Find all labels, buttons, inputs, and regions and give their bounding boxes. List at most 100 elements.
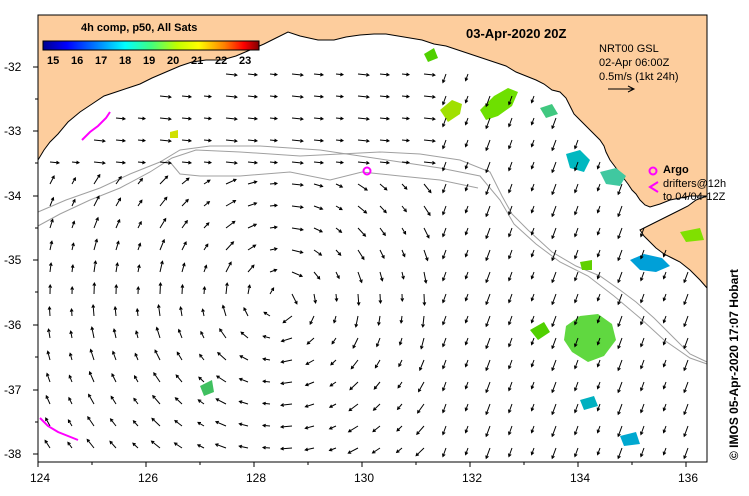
current-vector xyxy=(464,425,469,434)
current-vector xyxy=(247,202,258,207)
current-vector xyxy=(401,116,411,121)
current-vector xyxy=(683,359,689,372)
current-vector xyxy=(508,359,513,370)
current-vector xyxy=(530,205,535,214)
current-vector xyxy=(485,337,491,350)
current-vector xyxy=(269,247,278,251)
current-vector xyxy=(279,424,293,429)
current-vector xyxy=(173,442,183,449)
current-vector xyxy=(132,442,139,449)
current-vector xyxy=(225,94,238,99)
current-vector xyxy=(291,205,304,209)
current-vector xyxy=(262,335,271,339)
current-vector xyxy=(617,447,623,460)
current-vector xyxy=(291,293,298,305)
current-vector xyxy=(530,271,535,280)
y-tick-label: -33 xyxy=(4,124,22,138)
current-vector xyxy=(417,403,425,414)
current-vector xyxy=(357,116,370,121)
current-vector xyxy=(304,447,315,452)
current-vector xyxy=(401,227,407,235)
current-vector xyxy=(551,293,557,306)
current-vector xyxy=(485,293,491,306)
current-vector xyxy=(155,326,161,339)
current-vector xyxy=(662,271,667,280)
sst-patches xyxy=(170,48,704,446)
current-vector xyxy=(247,284,252,295)
current-vector xyxy=(423,138,436,143)
current-vector xyxy=(574,359,579,370)
x-tick-label: 136 xyxy=(678,471,699,485)
current-vector xyxy=(379,94,391,99)
current-vector xyxy=(530,293,535,302)
current-vector xyxy=(269,225,278,230)
current-vector xyxy=(416,425,425,436)
current-vector xyxy=(115,160,127,165)
current-vector xyxy=(48,262,53,273)
current-vector xyxy=(179,306,183,317)
current-vector xyxy=(423,227,430,239)
current-vector xyxy=(225,261,232,273)
sst-patch xyxy=(566,150,590,172)
current-vector xyxy=(464,183,469,192)
current-vector xyxy=(313,205,324,210)
current-vector xyxy=(423,249,429,262)
current-vector xyxy=(357,72,370,77)
drifter-label: drifters@12h xyxy=(663,178,727,190)
colorbar xyxy=(42,40,260,51)
current-vector xyxy=(574,315,579,326)
current-vector xyxy=(45,417,51,427)
map-title: 03-Apr-2020 20Z xyxy=(466,26,567,41)
current-vector xyxy=(335,227,343,233)
current-vector xyxy=(174,397,183,405)
current-vector xyxy=(357,160,370,165)
current-vector xyxy=(551,205,557,218)
bathymetry-contours xyxy=(37,145,708,365)
current-vector xyxy=(683,293,689,306)
current-vector xyxy=(596,403,601,412)
current-vector xyxy=(551,381,557,394)
current-vector xyxy=(247,116,259,121)
current-vector xyxy=(662,425,667,434)
current-vector xyxy=(349,381,359,391)
current-vector xyxy=(263,311,271,317)
current-vector xyxy=(214,443,227,449)
current-vector xyxy=(617,271,623,284)
current-vector xyxy=(379,183,388,191)
current-vector xyxy=(442,139,447,150)
current-vector xyxy=(530,337,535,346)
current-vector xyxy=(596,293,601,302)
current-vector xyxy=(508,381,513,392)
current-vector xyxy=(86,438,95,449)
y-tick-label: -37 xyxy=(4,383,22,397)
current-vector xyxy=(202,285,207,295)
current-vector xyxy=(401,160,411,165)
current-vector xyxy=(48,283,53,295)
current-vector xyxy=(247,244,257,251)
argo-float-marker xyxy=(362,166,372,176)
current-vector xyxy=(175,374,183,383)
current-vector xyxy=(46,372,51,383)
current-vector xyxy=(596,337,601,346)
current-vector xyxy=(111,373,117,383)
current-vector xyxy=(347,425,359,433)
current-vector xyxy=(68,374,73,383)
current-vector xyxy=(596,447,601,456)
colorbar-tick: 21 xyxy=(191,55,204,67)
current-vector xyxy=(240,331,249,339)
sst-patch xyxy=(564,314,616,362)
current-vector xyxy=(683,271,689,284)
current-vector xyxy=(574,337,579,348)
current-vector xyxy=(530,249,535,258)
current-vector xyxy=(203,264,208,273)
argo-tracks xyxy=(39,111,111,441)
current-vector xyxy=(508,403,513,414)
current-vector xyxy=(313,227,324,233)
current-vector xyxy=(135,307,140,317)
current-vector xyxy=(357,205,368,214)
current-vector xyxy=(354,315,359,328)
current-vector xyxy=(350,359,359,370)
current-vector xyxy=(662,315,667,324)
current-vector xyxy=(313,293,317,304)
